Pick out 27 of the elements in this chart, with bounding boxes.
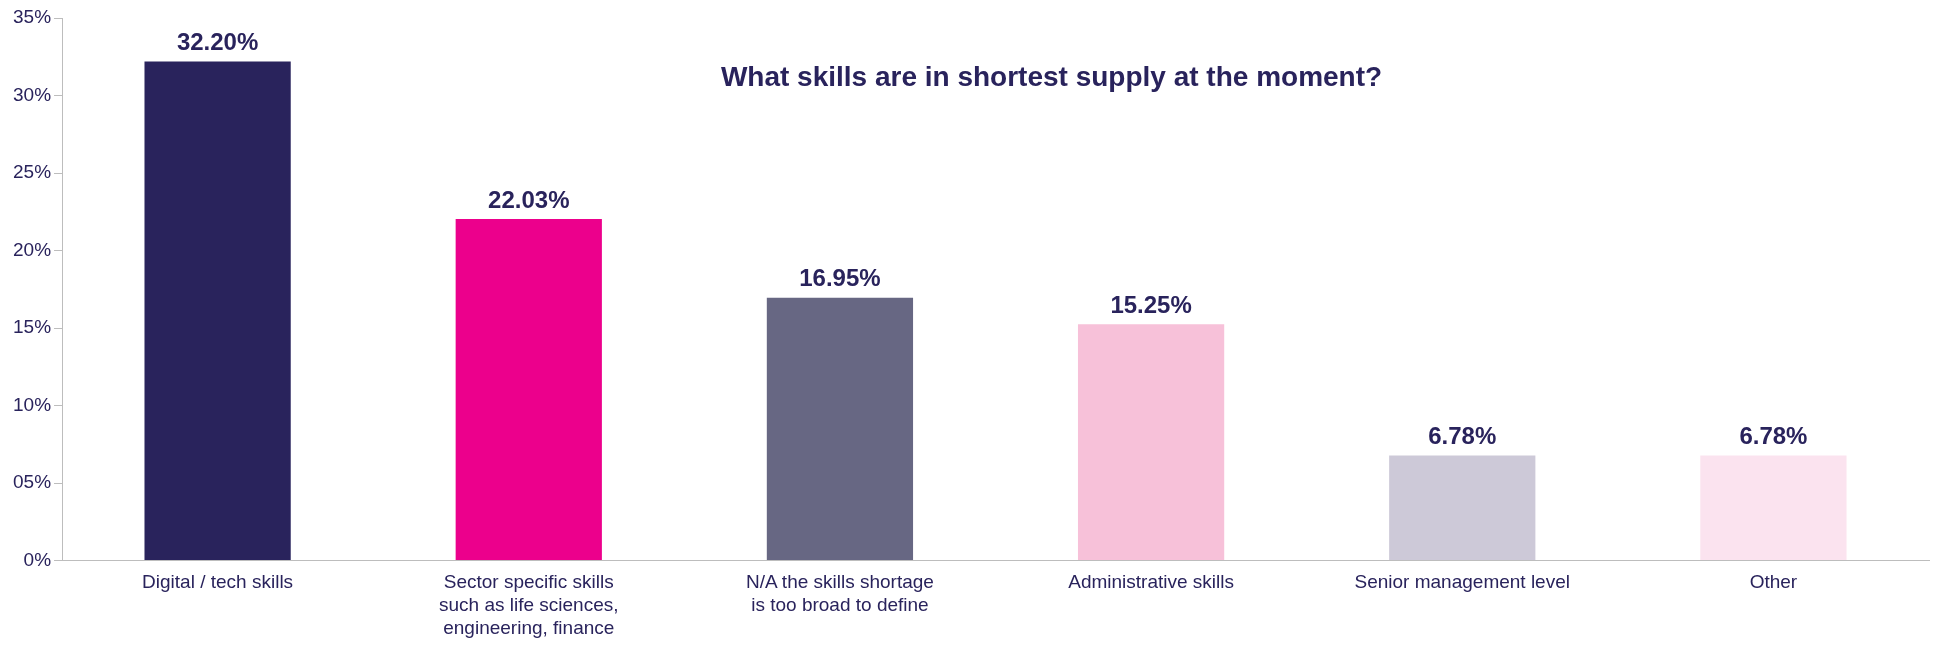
data-label: 22.03% [488,185,570,213]
y-tick-label: 25% [13,161,52,183]
y-tick-label: 10% [13,393,52,415]
bar [1700,455,1847,561]
y-tick-label: 35% [13,6,52,28]
data-label: 6.78% [1428,422,1497,450]
bar [766,297,914,561]
data-label: 32.20% [176,28,259,56]
data-label: 16.95% [799,264,881,292]
data-label: 6.78% [1739,422,1808,450]
x-tick-label: Sector specific skills such as life sciences, engineering, finance [439,571,619,638]
bar [455,219,602,561]
y-tick-label: 30% [13,83,52,105]
y-tick-label: 20% [13,238,52,260]
bar [144,61,291,561]
bar [1077,324,1225,561]
x-tick-label: N/A the skills shortage is too broad to define [745,571,934,616]
x-tick-label: Senior management level [1354,571,1570,593]
bar [1389,455,1536,561]
y-tick-label: 15% [13,316,52,338]
y-tick-label: 0% [23,548,52,570]
x-tick-label: Other [1749,571,1798,593]
y-tick-label: 05% [13,471,52,493]
x-tick-label: Administrative skills [1068,571,1234,593]
x-tick-label: Digital / tech skills [142,571,294,593]
data-label: 15.25% [1110,290,1192,318]
text: What skills are in shortest supply at the moment? [720,60,1383,92]
